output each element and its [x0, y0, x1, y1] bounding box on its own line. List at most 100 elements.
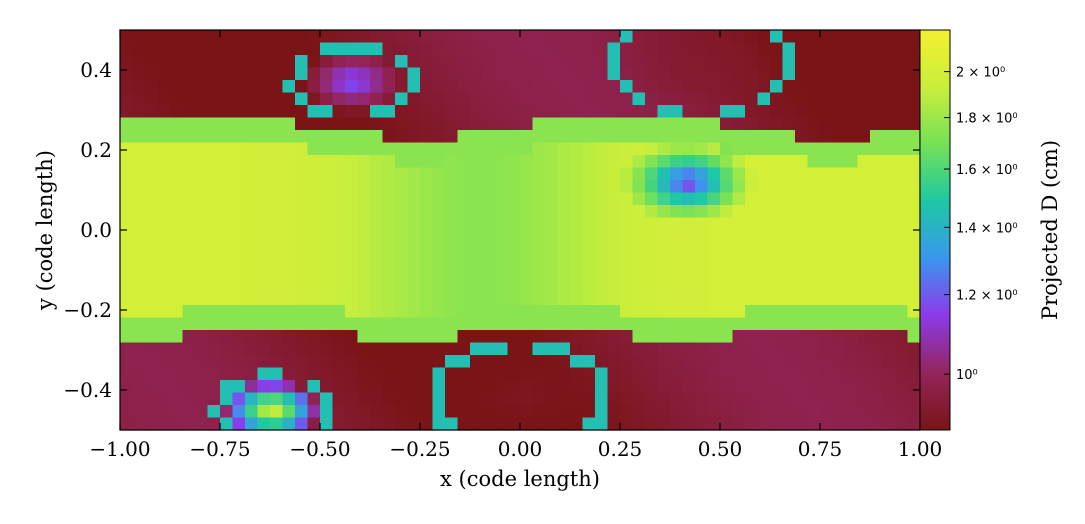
heatmap-cell	[407, 55, 421, 69]
heatmap-cell	[482, 292, 496, 306]
heatmap-cell	[882, 392, 896, 406]
heatmap-cell	[170, 142, 184, 156]
heatmap-cell	[657, 80, 671, 94]
heatmap-cell	[120, 142, 134, 156]
heatmap-cell	[595, 30, 609, 44]
heatmap-cell	[432, 267, 446, 281]
heatmap-cell	[770, 67, 784, 81]
heatmap-cell	[782, 30, 796, 44]
heatmap-cell	[582, 305, 596, 319]
heatmap-cell	[832, 67, 846, 81]
heatmap-cell	[332, 180, 346, 194]
heatmap-cell	[857, 317, 871, 331]
heatmap-cell	[245, 180, 259, 194]
heatmap-cell	[570, 30, 584, 44]
heatmap-cell	[607, 242, 621, 256]
heatmap-cell	[445, 230, 459, 244]
heatmap-cell	[520, 330, 534, 344]
heatmap-cell	[532, 417, 546, 431]
heatmap-cell	[695, 67, 709, 81]
heatmap-cell	[157, 417, 171, 431]
heatmap-cell	[557, 292, 571, 306]
heatmap-cell	[220, 130, 234, 144]
heatmap-cell	[720, 255, 734, 269]
heatmap-cell	[145, 417, 159, 431]
heatmap-cell	[670, 267, 684, 281]
heatmap-cell	[820, 80, 834, 94]
heatmap-cell	[832, 80, 846, 94]
heatmap-cell	[295, 105, 309, 119]
heatmap-cell	[857, 92, 871, 106]
heatmap-cell	[832, 42, 846, 56]
heatmap-cell	[332, 405, 346, 419]
heatmap-cell	[445, 417, 459, 431]
heatmap-cell	[807, 92, 821, 106]
heatmap-cell	[307, 367, 321, 381]
heatmap-cell	[320, 417, 334, 431]
heatmap-cell	[345, 367, 359, 381]
heatmap-cell	[870, 380, 884, 394]
heatmap-cell	[207, 367, 221, 381]
heatmap-cell	[357, 55, 371, 69]
heatmap-cell	[707, 417, 721, 431]
heatmap-cell	[757, 255, 771, 269]
heatmap-cell	[407, 92, 421, 106]
heatmap-cell	[295, 242, 309, 256]
heatmap-cell	[645, 67, 659, 81]
heatmap-cell	[295, 130, 309, 144]
heatmap-cell	[332, 155, 346, 169]
heatmap-cell	[557, 142, 571, 156]
heatmap-cell	[807, 355, 821, 369]
heatmap-cell	[782, 417, 796, 431]
heatmap-cell	[770, 355, 784, 369]
heatmap-cell	[195, 142, 209, 156]
heatmap-cell	[582, 242, 596, 256]
heatmap-cell	[370, 355, 384, 369]
heatmap-cell	[532, 105, 546, 119]
heatmap-cell	[232, 405, 246, 419]
heatmap-cell	[245, 105, 259, 119]
heatmap-cell	[245, 205, 259, 219]
heatmap-cell	[182, 330, 196, 344]
heatmap-cell	[370, 367, 384, 381]
heatmap-cell	[245, 92, 259, 106]
heatmap-cell	[295, 380, 309, 394]
heatmap-cell	[832, 205, 846, 219]
heatmap-cell	[257, 42, 271, 56]
heatmap-cell	[232, 67, 246, 81]
heatmap-cell	[795, 42, 809, 56]
heatmap-cell	[407, 367, 421, 381]
heatmap-cell	[795, 317, 809, 331]
heatmap-cell	[857, 392, 871, 406]
heatmap-cell	[482, 55, 496, 69]
heatmap-cell	[895, 117, 909, 131]
heatmap-cell	[770, 292, 784, 306]
heatmap-cell	[270, 217, 284, 231]
heatmap-cell	[120, 317, 134, 331]
heatmap-cell	[557, 192, 571, 206]
heatmap-cell	[720, 92, 734, 106]
heatmap-cell	[532, 167, 546, 181]
heatmap-cell	[220, 330, 234, 344]
heatmap-cell	[495, 217, 509, 231]
heatmap-cell	[532, 155, 546, 169]
heatmap-cell	[620, 117, 634, 131]
heatmap-cell	[320, 92, 334, 106]
heatmap-cell	[745, 380, 759, 394]
heatmap-cell	[432, 342, 446, 356]
heatmap-cell	[757, 142, 771, 156]
heatmap-cell	[557, 392, 571, 406]
heatmap-cell	[720, 267, 734, 281]
heatmap-cell	[520, 155, 534, 169]
heatmap-cell	[557, 167, 571, 181]
heatmap-cell	[657, 55, 671, 69]
heatmap-cell	[520, 130, 534, 144]
heatmap-cell	[370, 267, 384, 281]
heatmap-cell	[282, 55, 296, 69]
heatmap-cell	[820, 142, 834, 156]
heatmap-cell	[595, 155, 609, 169]
heatmap-cell	[295, 42, 309, 56]
heatmap-cell	[295, 305, 309, 319]
heatmap-cell	[507, 167, 521, 181]
heatmap-cell	[845, 242, 859, 256]
